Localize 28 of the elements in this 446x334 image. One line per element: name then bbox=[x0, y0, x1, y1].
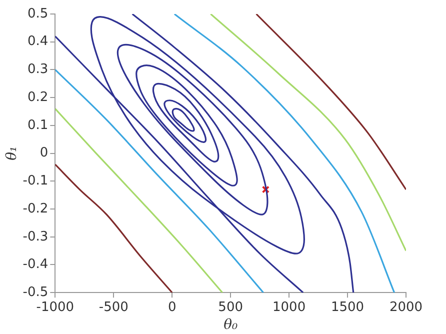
line-series bbox=[55, 35, 304, 293]
y-tick-label: 0.2 bbox=[27, 90, 48, 105]
y-tick-label: -0.3 bbox=[22, 229, 48, 244]
line-series bbox=[210, 14, 406, 252]
x-tick-label: -1000 bbox=[36, 300, 74, 315]
x-tick-label: 1000 bbox=[272, 300, 306, 315]
line-series bbox=[132, 14, 354, 293]
y-tick-label: -0.4 bbox=[22, 257, 48, 272]
y-tick-label: -0.5 bbox=[22, 284, 48, 300]
line-series bbox=[55, 68, 264, 293]
x-tick-label: 2000 bbox=[389, 300, 423, 315]
line-series bbox=[256, 14, 406, 190]
line-series bbox=[55, 108, 224, 293]
x-tick-label: -500 bbox=[98, 300, 128, 315]
x-axis-title: θ₀ bbox=[224, 317, 238, 334]
y-tick-label: 0 bbox=[40, 146, 48, 161]
y-tick-label: 0.3 bbox=[27, 62, 48, 78]
y-tick-label: 0.4 bbox=[27, 34, 48, 50]
line-series bbox=[55, 164, 173, 293]
x-tick-label: 0 bbox=[168, 300, 176, 315]
y-axis-title: θ₁ bbox=[4, 146, 20, 160]
y-tick-label: 0.5 bbox=[27, 6, 48, 22]
y-tick-label: -0.1 bbox=[22, 174, 48, 189]
y-tick-label: -0.2 bbox=[22, 201, 48, 216]
x-tick-label: 1500 bbox=[330, 300, 364, 315]
x-tick-label: 500 bbox=[218, 300, 243, 315]
y-tick-label: 0.1 bbox=[27, 118, 48, 133]
line-series bbox=[174, 14, 396, 293]
